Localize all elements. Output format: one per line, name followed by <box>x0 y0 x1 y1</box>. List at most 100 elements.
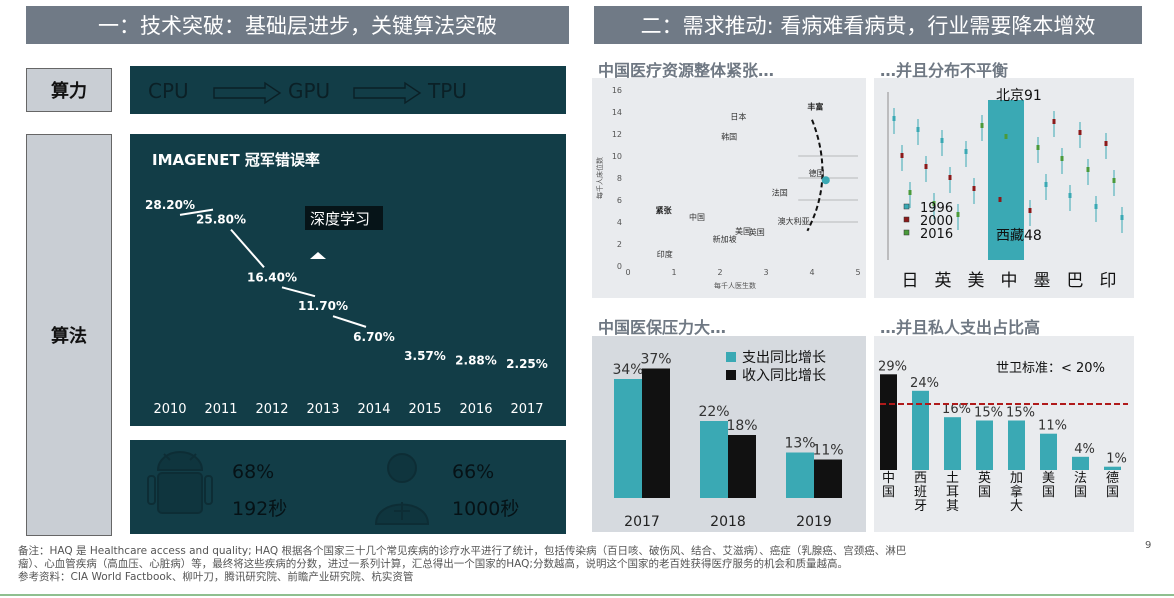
bar <box>1008 420 1025 470</box>
y-tick-label: 10 <box>612 152 622 161</box>
marker <box>940 138 944 143</box>
stat-b-percent: 66% <box>452 461 494 483</box>
bar <box>642 368 670 498</box>
imagenet-panel: IMAGENET 冠军错误率 深度学习 2010 2011 2012 2013 2014… <box>130 134 566 426</box>
marker <box>948 175 952 180</box>
marker <box>1060 156 1064 161</box>
point-label: 法国 <box>772 188 788 198</box>
marker <box>956 212 960 217</box>
data-label: 25.80% <box>196 213 246 227</box>
haq-title: …并且分布不平衡 <box>880 61 1009 80</box>
bar <box>1040 433 1057 470</box>
marker <box>1004 134 1008 139</box>
bar <box>880 374 897 470</box>
y-tick-label: 12 <box>612 130 622 139</box>
x-tick-label: 2018 <box>710 514 746 530</box>
data-label: 16.40% <box>247 270 297 284</box>
android-robot-icon <box>147 451 213 514</box>
x-tick-label: 英国 <box>978 471 991 500</box>
marker <box>932 201 936 206</box>
data-label: 18% <box>726 418 757 434</box>
x-tick-label: 2012 <box>255 402 288 417</box>
marker <box>1028 208 1032 213</box>
marker <box>998 197 1002 202</box>
trend-line-segment <box>179 208 214 216</box>
x-tick-label: 0 <box>625 268 630 277</box>
left-section-header: 一：技术突破：基础层进步，关键算法突破 <box>26 6 569 44</box>
bar <box>614 379 642 498</box>
marker <box>908 190 912 195</box>
bar <box>786 452 814 498</box>
arrow-right-icon <box>353 81 422 105</box>
chip-tpu: TPU <box>427 79 467 103</box>
x-tick-label: 英 <box>935 271 952 291</box>
data-label: 28.20% <box>145 198 195 212</box>
bar <box>1104 466 1121 470</box>
x-tick-label: 土耳其 <box>946 471 959 514</box>
x-tick-label: 2 <box>717 268 722 277</box>
haq-distribution-chart: 199620002016 北京91 西藏48 日英美中墨巴印 <box>887 88 1124 291</box>
x-tick-label: 墨 <box>1034 271 1051 291</box>
x-tick-label: 法国 <box>1074 471 1087 500</box>
x-tick-label: 4 <box>809 268 814 277</box>
private-panel: 世卫标准：< 20% 29% 中国 24% 西班牙 16% 土耳其 15% 英国 15% 加拿大 11… <box>874 336 1134 532</box>
y-tick-label: 2 <box>617 240 622 249</box>
y-tick-label: 16 <box>612 86 622 95</box>
x-tick-label: 5 <box>855 268 860 277</box>
marker <box>1014 171 1018 176</box>
annotation-rich: 丰富 <box>807 102 823 112</box>
data-label: 15% <box>974 406 1003 421</box>
marker <box>1078 130 1082 135</box>
x-tick-label: 中国 <box>882 471 895 500</box>
annotation-beijing: 北京91 <box>996 88 1042 104</box>
x-tick-label: 2013 <box>306 402 339 417</box>
bar <box>976 420 993 470</box>
x-tick-label: 美 <box>968 271 985 291</box>
data-label: 3.57% <box>404 349 446 363</box>
point-label: 新加坡 <box>713 234 737 244</box>
suanfa-label: 算法 <box>26 134 112 536</box>
annotation-tibet: 西藏48 <box>996 228 1042 244</box>
x-tick-label: 2011 <box>204 402 237 417</box>
marker <box>1120 215 1124 220</box>
x-tick-label: 2017 <box>624 514 660 530</box>
trend-line-segment <box>230 228 265 268</box>
footnote-line: 备注：HAQ 是 Healthcare access and quality; … <box>18 545 907 557</box>
marker <box>1044 182 1048 187</box>
right-section-header: 二：需求推动: 看病难看病贵，行业需要降本增效 <box>594 6 1142 44</box>
legend-label: 1996 <box>920 201 953 216</box>
y-tick-label: 14 <box>612 108 622 117</box>
marker <box>1068 193 1072 198</box>
y-tick-label: 4 <box>617 218 622 227</box>
insurance-panel: 支出同比增长 收入同比增长 34% 37% 2017 22% 18% 2018 13% 11% 20… <box>592 336 866 532</box>
scatter-panel: 0 2 4 6 8 10 12 14 16 0 1 2 3 4 5 每千人医生数 每千人床位数 丰富 紧张 日本 韩国德… <box>592 78 866 298</box>
data-label: 22% <box>698 404 729 420</box>
data-label: 29% <box>878 359 907 374</box>
marker <box>1052 119 1056 124</box>
marker <box>964 149 968 154</box>
x-tick-label: 2017 <box>510 402 543 417</box>
footnote-line: 参考资料：CIA World Factbook、柳叶刀，腾讯研究院、前瞻产业研究… <box>18 571 414 583</box>
data-label: 37% <box>640 352 671 368</box>
marker <box>900 153 904 158</box>
bar <box>814 459 842 498</box>
private-spend-bar-chart: 世卫标准：< 20% 29% 中国 24% 西班牙 16% 土耳其 15% 英国 15% 加拿大 11… <box>878 359 1128 514</box>
footnotes: 备注：HAQ 是 Healthcare access and quality; … <box>18 545 1138 584</box>
point-label: 日本 <box>730 112 746 122</box>
marker <box>1086 167 1090 172</box>
deep-learning-label: 深度学习 <box>310 210 370 228</box>
stat-a-time: 192秒 <box>232 498 287 520</box>
private-title: …并且私人支出占比高 <box>880 318 1041 337</box>
chip-cpu: CPU <box>148 79 189 103</box>
data-label: 2.88% <box>455 353 497 367</box>
data-label: 34% <box>612 362 643 378</box>
y-tick-label: 8 <box>617 174 622 183</box>
data-label: 11% <box>1038 419 1067 434</box>
stat-b-time: 1000秒 <box>452 498 519 520</box>
trend-line-segment <box>332 315 367 328</box>
y-tick-label: 0 <box>617 262 622 271</box>
point-label: 美国 <box>735 226 751 236</box>
x-tick-label: 加拿大 <box>1010 471 1023 514</box>
